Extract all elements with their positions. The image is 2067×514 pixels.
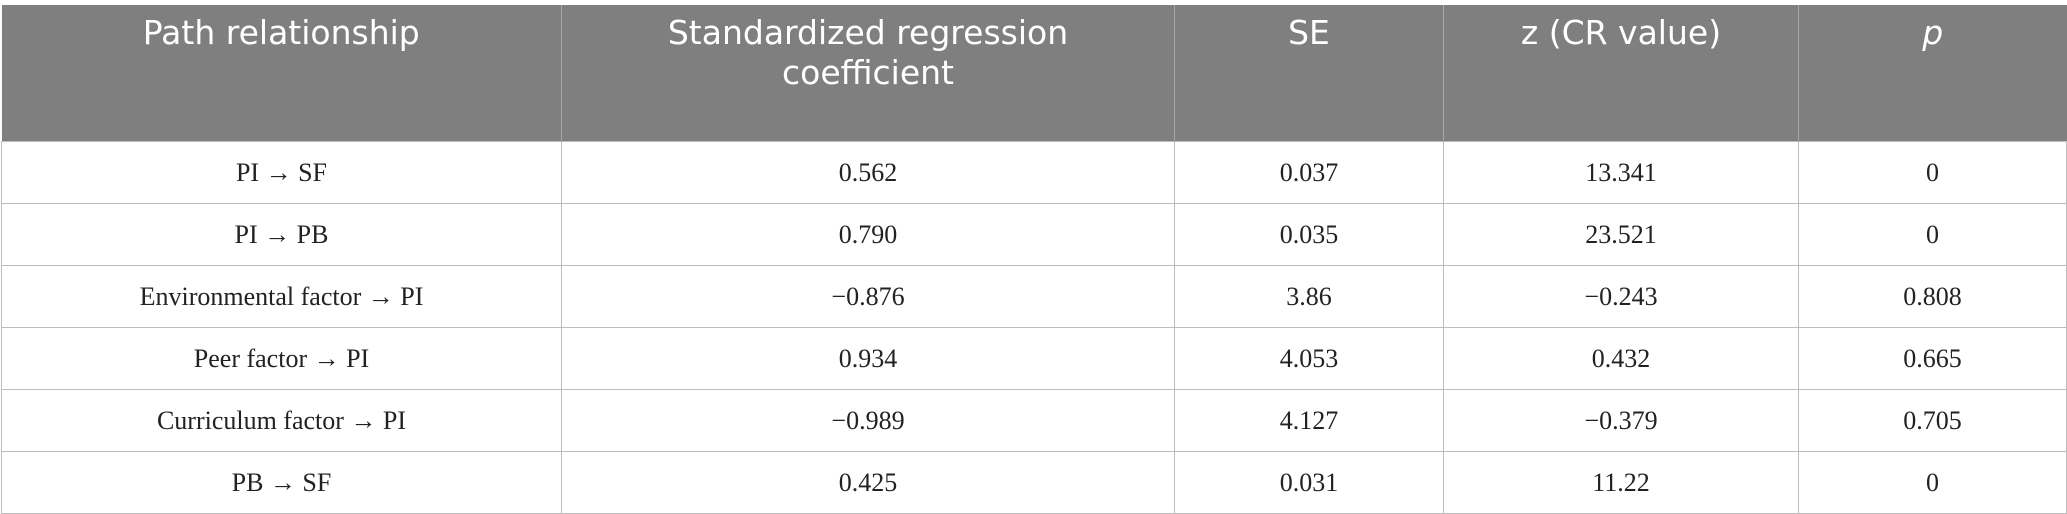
table-cell: Curriculum factor → PI <box>1 389 562 452</box>
table-cell: 0.934 <box>561 327 1175 390</box>
table-body: PI → SF 0.562 0.037 13.341 0 PI → PB 0.790 0.03… <box>1 141 2067 514</box>
table-cell: 13.341 <box>1443 141 1799 204</box>
table-cell: Environmental factor → PI <box>1 265 562 328</box>
table-cell: −0.379 <box>1443 389 1799 452</box>
table-cell: 11.22 <box>1443 451 1799 514</box>
column-header: z (CR value) <box>1443 5 1799 142</box>
table-cell: 3.86 <box>1174 265 1444 328</box>
table-cell: 0.705 <box>1798 389 2067 452</box>
table-cell: −0.876 <box>561 265 1175 328</box>
table-row: PI → SF 0.562 0.037 13.341 0 <box>1 141 2067 204</box>
table-cell: 0.790 <box>561 203 1175 266</box>
header-row: Path relationship Standardized regression… <box>1 5 2067 142</box>
column-header: p <box>1798 5 2067 142</box>
column-header: Path relationship <box>1 5 562 142</box>
table-cell: 0.562 <box>561 141 1175 204</box>
table-row: PB → SF 0.425 0.031 11.22 0 <box>1 451 2067 514</box>
table-cell: 0.031 <box>1174 451 1444 514</box>
table-cell: Peer factor → PI <box>1 327 562 390</box>
column-header: SE <box>1174 5 1444 142</box>
table-cell: 0.425 <box>561 451 1175 514</box>
table-cell: 0.432 <box>1443 327 1799 390</box>
results-table: Path relationship Standardized regression… <box>1 5 2067 514</box>
table-cell: PB → SF <box>1 451 562 514</box>
table-header: Path relationship Standardized regression… <box>1 5 2067 142</box>
table-cell: 0 <box>1798 203 2067 266</box>
table-cell: −0.243 <box>1443 265 1799 328</box>
table-cell: 0.808 <box>1798 265 2067 328</box>
table-cell: 0 <box>1798 141 2067 204</box>
table-cell: 0.665 <box>1798 327 2067 390</box>
table-cell: 0 <box>1798 451 2067 514</box>
table-cell: 4.127 <box>1174 389 1444 452</box>
table-row: Peer factor → PI 0.934 4.053 0.432 0.665 <box>1 327 2067 390</box>
table-cell: −0.989 <box>561 389 1175 452</box>
table-row: Environmental factor → PI −0.876 3.86 −0.24… <box>1 265 2067 328</box>
table-cell: 0.035 <box>1174 203 1444 266</box>
table-row: Curriculum factor → PI −0.989 4.127 −0.379 0… <box>1 389 2067 452</box>
table-cell: PI → PB <box>1 203 562 266</box>
table-cell: PI → SF <box>1 141 562 204</box>
table-cell: 4.053 <box>1174 327 1444 390</box>
table-cell: 0.037 <box>1174 141 1444 204</box>
table-cell: 23.521 <box>1443 203 1799 266</box>
table-row: PI → PB 0.790 0.035 23.521 0 <box>1 203 2067 266</box>
column-header: Standardized regression coefficient <box>561 5 1175 142</box>
